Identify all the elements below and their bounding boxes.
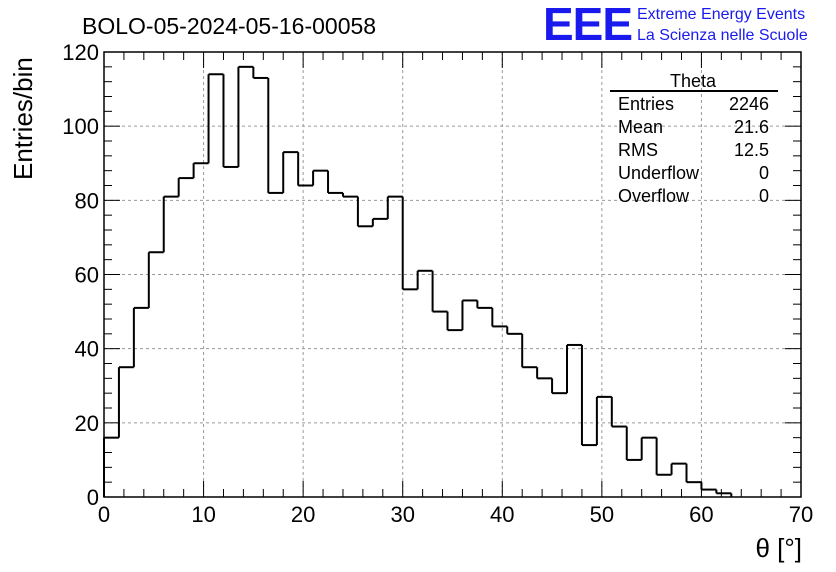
histogram-bin [521, 333, 538, 369]
histogram-bin [162, 195, 179, 253]
histogram-bin [655, 437, 672, 476]
x-tick-label: 0 [98, 502, 110, 527]
eee-logo: EEE [543, 0, 632, 50]
stats-label: Overflow [618, 186, 690, 206]
histogram-bin [252, 66, 269, 79]
x-tick-label: 40 [490, 502, 514, 527]
tick-labels: 0 10 20 30 40 50 60 70 0 20 40 60 80 100 120 [62, 40, 813, 527]
axis-ticks [103, 51, 802, 498]
stats-value: 0 [759, 163, 769, 183]
x-tick-label: 30 [390, 502, 414, 527]
histogram-bin [416, 269, 433, 290]
histogram-bin [476, 300, 493, 309]
histogram-bin [461, 299, 478, 331]
histogram-bin [566, 343, 582, 394]
stats-label: RMS [618, 140, 658, 160]
histogram-bin [177, 177, 194, 197]
histogram-bars [103, 65, 733, 497]
histogram-bin [715, 489, 732, 495]
logo-line-1: Extreme Energy Events [637, 6, 805, 23]
y-axis-label: Entries/bin [8, 57, 38, 180]
histogram-bin [356, 196, 373, 228]
stats-value: 0 [759, 186, 769, 206]
histogram-bin [446, 311, 463, 332]
stats-label: Mean [618, 117, 663, 137]
histogram-bin [431, 270, 448, 313]
stats-value: 12.5 [734, 140, 769, 160]
histogram-bin [625, 426, 642, 461]
x-axis-label: θ [°] [755, 533, 802, 563]
stats-box: Theta Entries 2246 Mean 21.6 RMS 12.5 Underflo… [610, 71, 778, 206]
histogram-bin [491, 307, 508, 328]
stats-rows: Entries 2246 Mean 21.6 RMS 12.5 Underflow 0 Over… [618, 94, 769, 206]
histogram-bin [117, 366, 134, 438]
x-tick-label: 20 [291, 502, 315, 527]
y-tick-label: 40 [75, 337, 99, 362]
x-tick-label: 50 [590, 502, 614, 527]
x-tick-label: 60 [689, 502, 713, 527]
stats-title: Theta [670, 71, 717, 91]
stats-label: Underflow [618, 163, 700, 183]
y-tick-label: 80 [75, 188, 99, 213]
histogram-bin [237, 65, 254, 167]
histogram-bin [580, 344, 597, 447]
histogram-bin [506, 326, 523, 335]
histogram-bin [282, 151, 299, 193]
histogram-bin [341, 192, 358, 198]
histogram-bin [685, 463, 702, 484]
histogram-bin [267, 77, 284, 194]
y-tick-label: 100 [62, 114, 99, 139]
y-tick-label: 60 [75, 263, 99, 288]
chart-title: BOLO-05-2024-05-16-00058 [82, 13, 376, 39]
y-tick-label: 20 [75, 411, 99, 436]
stats-value: 21.6 [734, 117, 769, 137]
grid-lines [104, 52, 801, 497]
histogram-bin [297, 152, 314, 187]
y-tick-label: 0 [87, 485, 99, 510]
histogram-bin [327, 170, 343, 194]
histogram-bin [222, 74, 239, 168]
histogram-bin [371, 217, 388, 227]
histogram-bin [640, 436, 657, 460]
histogram-bin [132, 306, 149, 368]
histogram-bin [386, 195, 403, 219]
histogram-bin [595, 395, 612, 446]
stats-value: 2246 [729, 94, 769, 114]
histogram-bin [551, 378, 568, 395]
x-tick-label: 10 [191, 502, 215, 527]
logo-line-2: La Scienza nelle Scuole [637, 27, 808, 44]
x-tick-label: 70 [789, 502, 813, 527]
histogram-bin [312, 169, 329, 186]
stats-label: Entries [618, 94, 674, 114]
histogram-bin [700, 482, 717, 491]
y-tick-label: 120 [62, 40, 99, 65]
histogram-bin [401, 196, 418, 291]
histogram-bin [610, 396, 627, 428]
histogram-bin [670, 462, 687, 475]
histogram-bin [192, 162, 209, 179]
histogram-bin [207, 73, 224, 164]
histogram-bin [536, 367, 553, 380]
histogram-bin [147, 251, 164, 308]
